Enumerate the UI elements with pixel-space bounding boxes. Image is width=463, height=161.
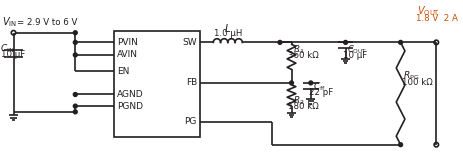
Text: PGND: PGND: [117, 102, 143, 111]
Circle shape: [73, 31, 77, 35]
Text: EN: EN: [117, 67, 129, 76]
Circle shape: [73, 53, 77, 57]
Text: $C_{\rm ff}$: $C_{\rm ff}$: [313, 80, 325, 93]
Text: L: L: [225, 24, 231, 34]
Text: 22 pF: 22 pF: [309, 88, 333, 97]
Text: $V_{\rm IN}$: $V_{\rm IN}$: [2, 15, 17, 29]
Text: 100 kΩ: 100 kΩ: [401, 78, 432, 87]
Text: FB: FB: [186, 78, 197, 87]
Text: 10 μF: 10 μF: [343, 51, 367, 60]
Text: $R_{\rm PG}$: $R_{\rm PG}$: [403, 70, 420, 82]
Circle shape: [309, 81, 313, 85]
Text: SW: SW: [182, 38, 197, 47]
Circle shape: [399, 40, 402, 44]
Text: $V_{\rm OUT}$: $V_{\rm OUT}$: [417, 5, 440, 18]
Text: 1.8 V  2 A: 1.8 V 2 A: [416, 14, 458, 23]
Circle shape: [399, 143, 402, 147]
Text: AVIN: AVIN: [117, 50, 138, 59]
Circle shape: [73, 93, 77, 96]
Circle shape: [73, 110, 77, 114]
Circle shape: [73, 40, 77, 44]
Text: $R_2$: $R_2$: [294, 94, 305, 107]
Text: $C_{\rm OUT}$: $C_{\rm OUT}$: [348, 44, 368, 56]
Text: 10 μF: 10 μF: [1, 50, 25, 59]
Circle shape: [289, 81, 294, 85]
Circle shape: [73, 104, 77, 108]
Text: = 2.9 V to 6 V: = 2.9 V to 6 V: [18, 18, 78, 27]
Text: AGND: AGND: [117, 90, 144, 99]
Text: 1.0 μH: 1.0 μH: [213, 29, 242, 38]
Circle shape: [344, 40, 348, 44]
Text: $C_{\rm IN}$: $C_{\rm IN}$: [0, 43, 14, 55]
Text: 360 kΩ: 360 kΩ: [288, 51, 319, 60]
Bar: [114, 31, 200, 137]
Text: 180 kΩ: 180 kΩ: [288, 102, 319, 111]
Text: $R_1$: $R_1$: [294, 44, 305, 56]
Text: PVIN: PVIN: [117, 38, 138, 47]
Circle shape: [278, 40, 282, 44]
Text: PG: PG: [185, 117, 197, 126]
